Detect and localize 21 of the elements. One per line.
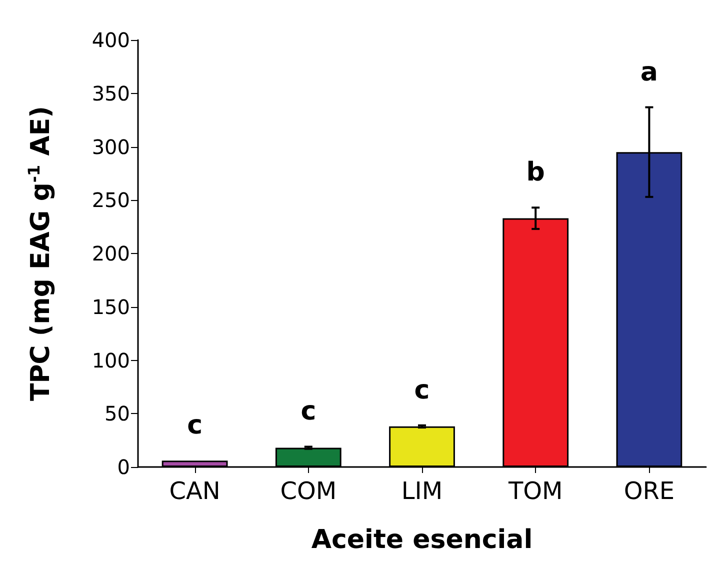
annotation: c <box>187 410 203 441</box>
y-tick-label: 400 <box>92 28 130 52</box>
y-tick-label: 0 <box>117 455 130 479</box>
y-axis-title: TPC (mg EAG g-1 AE) <box>24 106 56 402</box>
annotation: b <box>526 158 545 188</box>
y-tick-label: 200 <box>92 242 130 266</box>
annotation: a <box>640 57 658 88</box>
y-tick-label: 50 <box>104 402 130 426</box>
x-tick-label: ORE <box>624 477 675 505</box>
y-tick-label: 300 <box>92 134 130 159</box>
annotation: c <box>300 396 316 427</box>
y-tick-label: 150 <box>92 294 130 319</box>
x-tick-label: CAN <box>169 477 220 505</box>
x-tick-label: COM <box>280 477 337 505</box>
y-tick-label: 350 <box>92 81 130 106</box>
annotation: c <box>414 375 430 406</box>
y-tick-label: 100 <box>92 348 130 372</box>
x-axis-title: Aceite esencial <box>311 525 533 555</box>
x-tick-label: LIM <box>401 477 443 505</box>
y-tick-label: 250 <box>92 188 130 212</box>
x-tick-label: TOM <box>507 477 563 505</box>
